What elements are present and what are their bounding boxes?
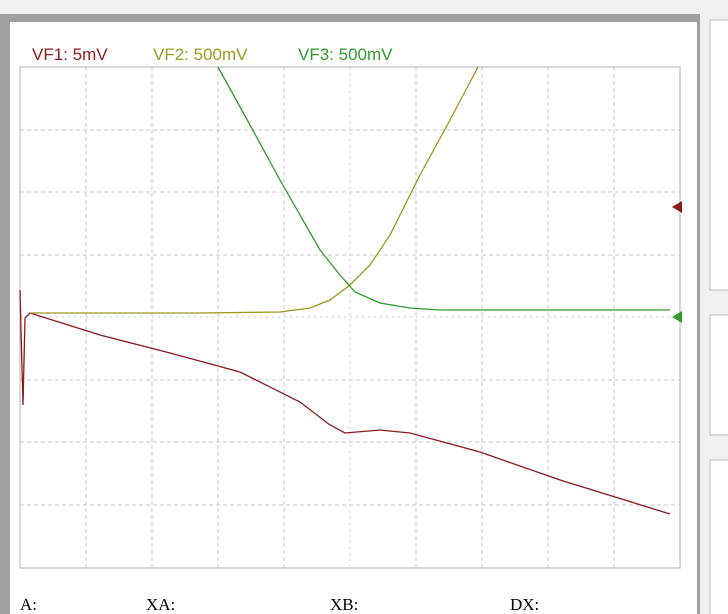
channel-label: VF1: 5mV [32,45,108,64]
panel [10,22,697,614]
trace-vf1 [19,289,671,515]
cursor-label: A: [20,595,37,614]
trace-vf2 [30,66,479,314]
side-box [709,459,728,614]
cursor-label: XB: [330,595,358,614]
trace-vf3 [217,66,670,311]
cursor-label: XA: [146,595,175,614]
side-box [709,314,728,436]
side-box [709,19,728,291]
channel-label: VF2: 500mV [153,45,248,64]
vf3-marker [672,311,682,323]
grid [20,67,680,568]
vf1-marker [672,201,682,213]
channel-label: VF3: 500mV [298,45,393,64]
cursor-label: DX: [510,595,539,614]
